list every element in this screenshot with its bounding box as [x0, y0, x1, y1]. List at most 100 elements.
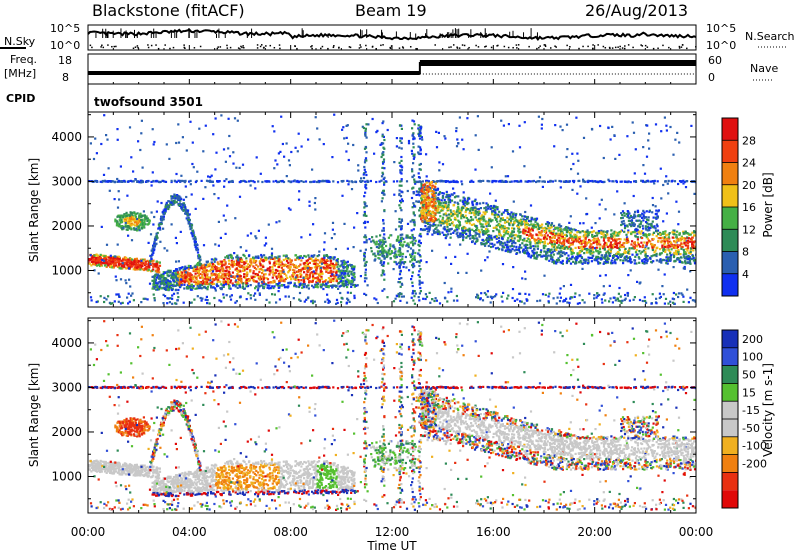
power-point [164, 295, 167, 298]
power-point [290, 150, 293, 154]
power-point [162, 293, 165, 296]
power-point [677, 223, 680, 226]
power-point [382, 162, 385, 165]
power-point [594, 222, 597, 225]
power-point [603, 237, 606, 240]
power-point [547, 300, 550, 303]
power-point [184, 271, 188, 274]
nsearch-dot [375, 47, 377, 50]
power-point [675, 244, 678, 247]
power-point [280, 266, 283, 269]
power-point [399, 263, 402, 266]
power-point [311, 259, 314, 263]
power-point [281, 179, 284, 183]
power-point [626, 294, 629, 297]
power-point [241, 286, 244, 289]
power-point [154, 278, 157, 281]
power-point [553, 243, 556, 246]
power-point [338, 281, 341, 284]
power-point [559, 296, 562, 299]
power-point [363, 292, 366, 295]
power-point [399, 199, 402, 202]
power-point [623, 249, 627, 252]
power-point [180, 174, 183, 177]
power-point [381, 122, 384, 125]
power-point [363, 165, 366, 169]
power-point [128, 263, 131, 266]
power-point [171, 200, 174, 203]
power-point [321, 257, 324, 260]
power-point [221, 273, 224, 276]
power-point [271, 285, 274, 288]
power-point [480, 269, 483, 272]
power-point [327, 286, 330, 289]
power-point [378, 243, 381, 246]
power-point [239, 258, 242, 261]
power-point [545, 258, 548, 261]
power-point [570, 242, 573, 245]
power-point [298, 256, 301, 259]
power-point [665, 124, 668, 127]
power-point [499, 180, 502, 183]
power-point [565, 123, 569, 126]
power-point [247, 292, 250, 295]
power-point [412, 202, 415, 205]
power-point [384, 180, 387, 183]
power-point [182, 180, 185, 183]
power-point [186, 278, 190, 281]
power-point [547, 180, 550, 183]
power-point [678, 180, 682, 183]
power-point [489, 295, 492, 298]
power-point [130, 261, 133, 264]
power-point [627, 274, 630, 277]
power-point [294, 146, 297, 149]
power-point [686, 288, 689, 291]
power-point [211, 180, 214, 183]
power-point [300, 259, 303, 262]
power-point [411, 133, 415, 136]
power-point [426, 233, 429, 236]
power-point [326, 281, 329, 284]
power-point [140, 226, 143, 230]
power-point [177, 196, 180, 199]
power-point [205, 269, 208, 272]
power-point [243, 254, 246, 258]
power-point [182, 198, 185, 201]
power-point [641, 299, 644, 303]
power-point [340, 274, 343, 277]
power-point [535, 180, 538, 184]
power-point [199, 296, 202, 300]
power-point [247, 263, 250, 266]
power-point [347, 158, 350, 162]
power-point [221, 263, 224, 266]
power-point [646, 179, 649, 182]
power-point [198, 127, 201, 130]
power-point [643, 172, 647, 175]
power-point [571, 152, 574, 155]
power-point [284, 277, 287, 281]
power-point [173, 193, 176, 196]
power-point [267, 281, 270, 284]
power-point [639, 281, 642, 284]
power-point [493, 213, 496, 216]
power-point [383, 240, 386, 243]
power-point [276, 257, 279, 260]
power-point [598, 246, 601, 249]
power-point [166, 279, 169, 282]
power-point [583, 301, 586, 304]
power-point [412, 250, 415, 253]
power-point [214, 267, 217, 271]
power-point [418, 128, 421, 131]
power-point [238, 181, 241, 184]
power-point [117, 293, 120, 296]
power-point [424, 293, 427, 296]
power-point [616, 297, 619, 300]
power-point [348, 270, 351, 273]
power-point [658, 248, 662, 251]
power-point [252, 180, 255, 183]
power-point [126, 216, 129, 220]
power-point [412, 136, 415, 139]
power-point [343, 270, 346, 273]
power-point [602, 293, 605, 296]
power-point [316, 279, 319, 282]
